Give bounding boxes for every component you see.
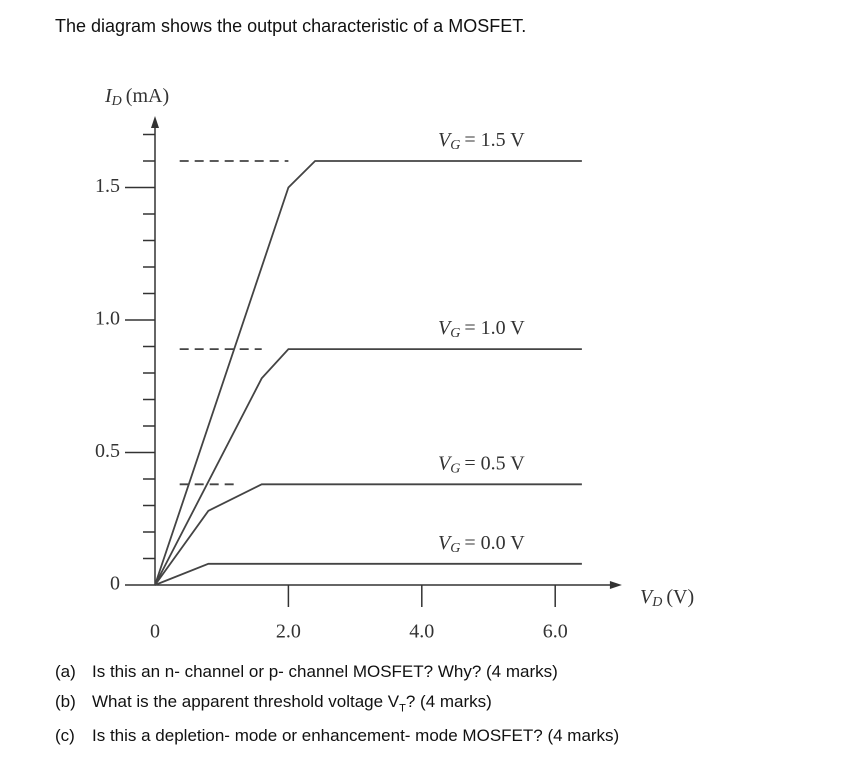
series-label: VG = 0.0 V xyxy=(438,531,525,556)
series-label-rest: = 1.5 V xyxy=(464,129,525,151)
y-axis-label-rest: (mA) xyxy=(126,85,169,107)
series-label-rest: = 0.0 V xyxy=(464,531,525,553)
series-label: VG = 1.5 V xyxy=(438,129,525,154)
question: (c) Is this a depletion- mode or enhancem… xyxy=(55,726,619,746)
x-tick-label: 4.0 xyxy=(409,621,434,643)
question-label: (a) xyxy=(55,662,76,681)
curve xyxy=(154,562,582,586)
question-label: (c) xyxy=(55,726,75,745)
series-label-rest: = 0.5 V xyxy=(464,452,525,474)
series-label-symbol: V xyxy=(438,317,453,339)
curve xyxy=(154,348,582,586)
question-text-rest: ? (4 marks) xyxy=(405,692,492,711)
series-label-symbol: V xyxy=(438,531,453,553)
question-text: What is the apparent threshold voltage V xyxy=(92,692,400,711)
series-label-sub: G xyxy=(450,138,460,153)
title: The diagram shows the output characteris… xyxy=(55,16,527,36)
x-axis-label-sub: D xyxy=(651,595,662,610)
x-axis-label-symbol: V xyxy=(640,586,655,608)
x-tick-label: 2.0 xyxy=(276,621,301,643)
y-tick-label: 0.5 xyxy=(95,440,120,462)
y-arrow xyxy=(151,115,159,128)
chart: 00.51.01.50 2.0 4.0 6.0ID (mA)VD (V)VG = 1.5 V… xyxy=(95,85,694,643)
y-axis-label-symbol: I xyxy=(104,85,113,107)
series-label: VG = 0.5 V xyxy=(438,452,525,477)
x-axis-label-rest: (V) xyxy=(666,586,694,608)
question-subscript: T xyxy=(399,702,406,715)
y-tick-label: 1.0 xyxy=(95,308,120,330)
y-axis-label: ID (mA) xyxy=(104,85,169,110)
series-label: VG = 1.0 V xyxy=(438,317,525,342)
series-label-symbol: V xyxy=(438,129,453,151)
x-tick-label: 0 xyxy=(150,621,160,643)
question-text: Is this an n- channel or p- channel MOSF… xyxy=(92,662,558,681)
question: (a) Is this an n- channel or p- channel M… xyxy=(55,662,558,682)
series-label-sub: G xyxy=(450,541,460,556)
series-label-symbol: V xyxy=(438,452,453,474)
series-label-rest: = 1.0 V xyxy=(464,317,525,339)
y-axis-label-sub: D xyxy=(111,94,122,109)
question-label: (b) xyxy=(55,692,76,711)
y-tick-label: 1.5 xyxy=(95,175,120,197)
x-tick-label: 6.0 xyxy=(543,621,568,643)
series-label-sub: G xyxy=(450,462,460,477)
curve xyxy=(154,160,582,586)
x-arrow xyxy=(609,581,622,589)
curve xyxy=(154,483,582,586)
question: (b) What is the apparent threshold voltag… xyxy=(55,692,492,714)
series-label-sub: G xyxy=(450,326,460,341)
y-tick-label: 0 xyxy=(110,573,120,595)
question-text: Is this a depletion- mode or enhancement… xyxy=(92,726,620,745)
x-axis-label: VD (V) xyxy=(640,586,694,611)
